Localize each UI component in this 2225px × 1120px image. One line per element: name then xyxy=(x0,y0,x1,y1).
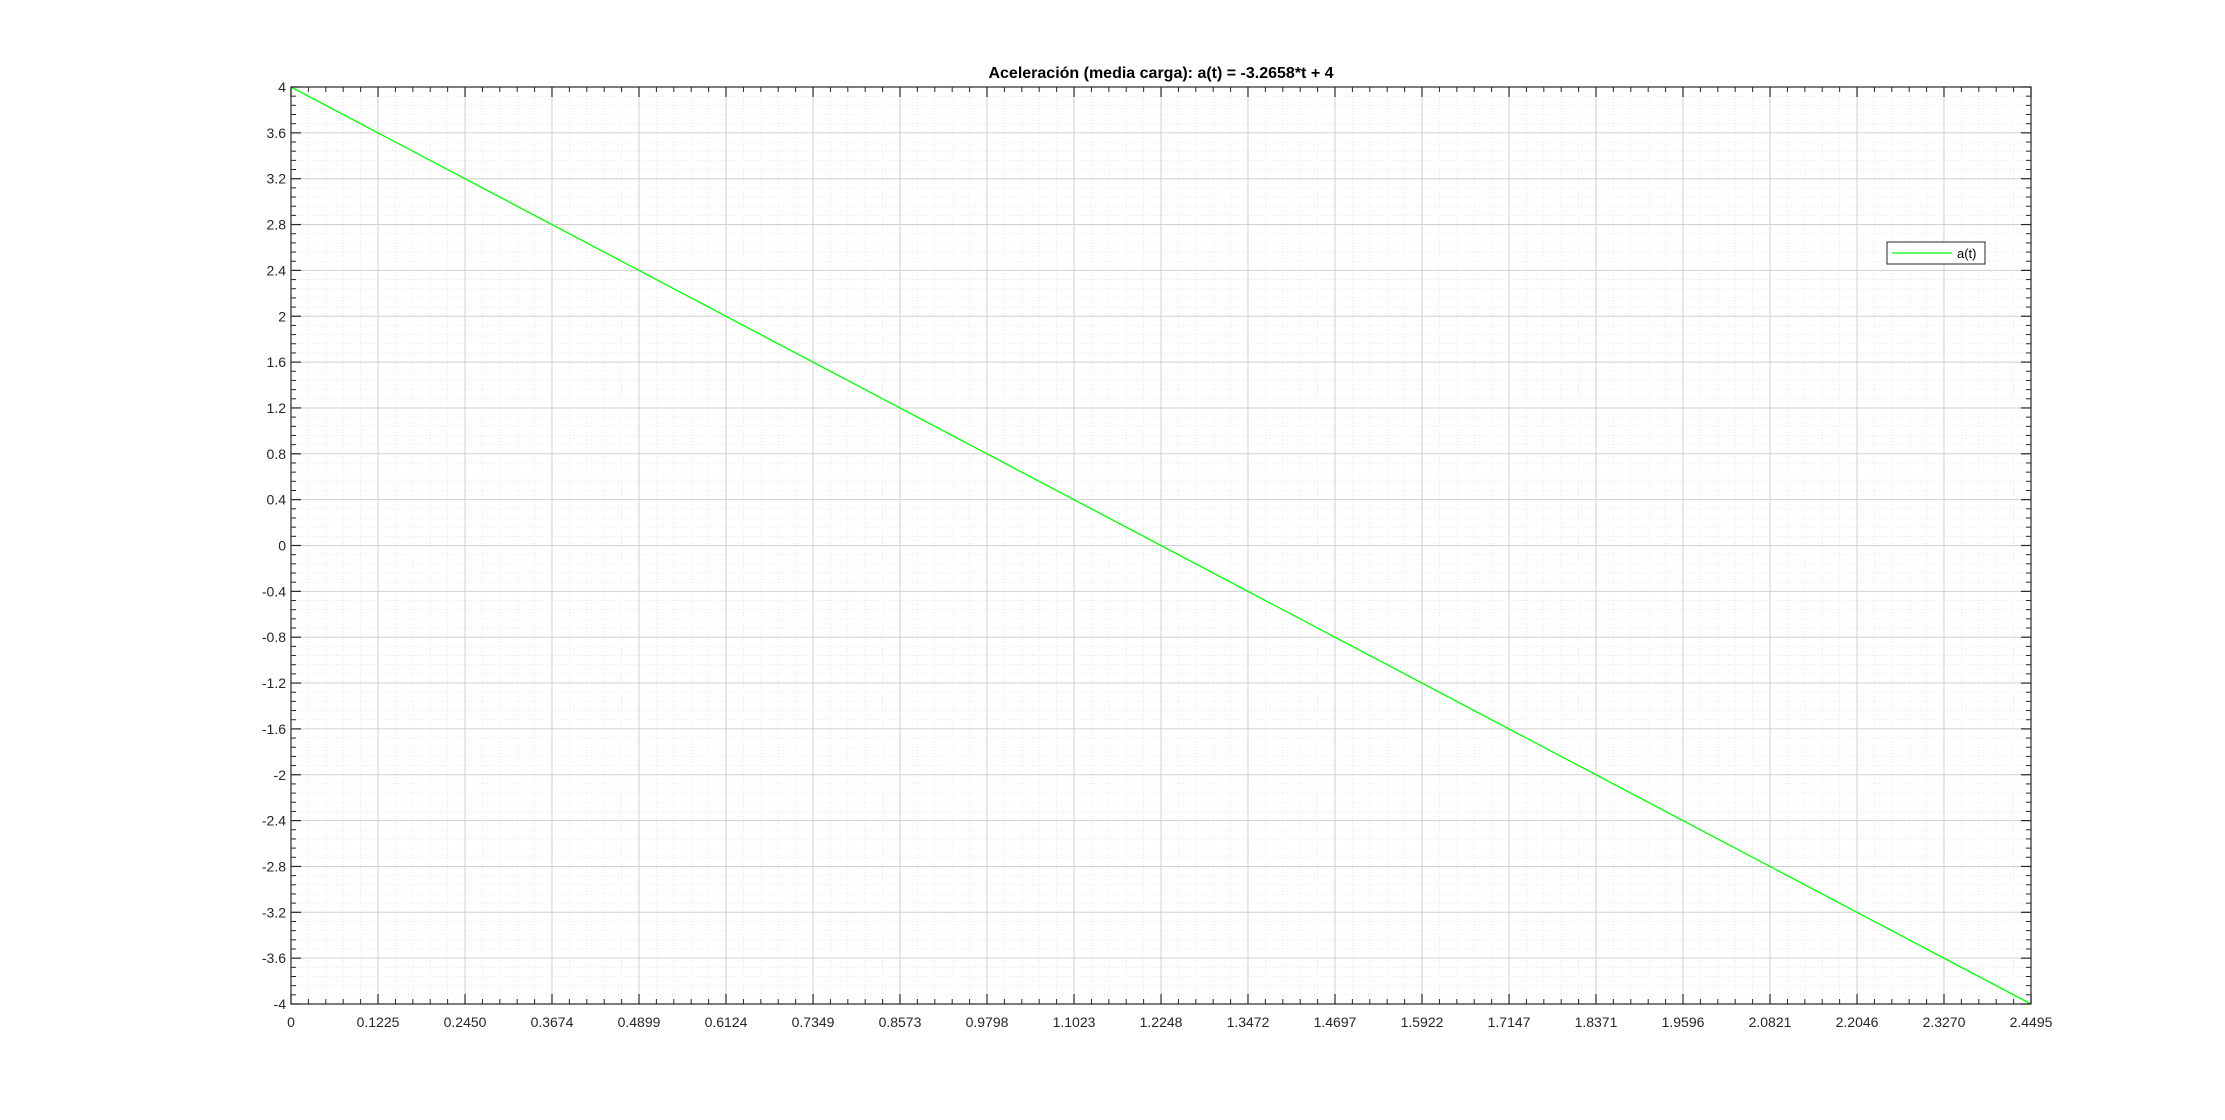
x-tick-label: 2.4495 xyxy=(2010,1014,2053,1030)
x-tick-label: 0.7349 xyxy=(792,1014,835,1030)
x-tick-label: 1.9596 xyxy=(1662,1014,1705,1030)
y-tick-label: -2.8 xyxy=(262,858,286,874)
x-axis-tick-labels: 0 0.1225 0.2450 0.3674 0.4899 0.6124 0.7349 0.8… xyxy=(287,1014,2053,1030)
x-tick-label: 0.1225 xyxy=(357,1014,400,1030)
x-tick-label: 0.2450 xyxy=(444,1014,487,1030)
legend-label-a-t: a(t) xyxy=(1957,246,1977,261)
x-tick-label: 2.2046 xyxy=(1836,1014,1879,1030)
y-tick-label: -3.2 xyxy=(262,904,286,920)
y-tick-label: 0 xyxy=(278,538,286,554)
y-tick-label: 4 xyxy=(278,79,286,95)
y-tick-label: 2.4 xyxy=(267,262,287,278)
series-layer xyxy=(290,86,2032,1005)
y-tick-label: 0.4 xyxy=(267,492,287,508)
y-tick-label: 2.8 xyxy=(267,217,287,233)
y-tick-label: -4 xyxy=(274,996,287,1012)
x-tick-label: 0.3674 xyxy=(531,1014,574,1030)
x-tick-label: 0.9798 xyxy=(966,1014,1009,1030)
y-tick-label: 3.2 xyxy=(267,171,287,187)
axis-ticks xyxy=(290,86,2032,1005)
y-tick-label: 1.6 xyxy=(267,354,287,370)
x-tick-label: 0.4899 xyxy=(618,1014,661,1030)
series-line-a-t xyxy=(290,86,2032,1005)
x-tick-label: 1.8371 xyxy=(1575,1014,1618,1030)
x-tick-label: 2.0821 xyxy=(1749,1014,1792,1030)
x-tick-label: 1.2248 xyxy=(1140,1014,1183,1030)
x-tick-label: 1.5922 xyxy=(1401,1014,1444,1030)
legend: a(t) xyxy=(1886,241,1986,265)
x-tick-label: 1.4697 xyxy=(1314,1014,1357,1030)
y-tick-label: -1.2 xyxy=(262,675,286,691)
x-tick-label: 1.3472 xyxy=(1227,1014,1270,1030)
y-tick-label: -1.6 xyxy=(262,721,286,737)
y-axis-tick-labels: 4 3.6 3.2 2.8 2.4 2 1.6 1.2 0.8 0.4 0 -0.4 -0.8 -1.2 -… xyxy=(262,79,286,1012)
x-tick-label: 0.6124 xyxy=(705,1014,748,1030)
y-tick-label: 3.6 xyxy=(267,125,287,141)
x-tick-label: 1.7147 xyxy=(1488,1014,1531,1030)
y-tick-label: -3.6 xyxy=(262,950,286,966)
y-tick-label: -0.4 xyxy=(262,583,286,599)
x-tick-label: 1.1023 xyxy=(1053,1014,1096,1030)
y-tick-label: -2 xyxy=(274,767,287,783)
x-tick-label: 0 xyxy=(287,1014,295,1030)
y-tick-label: 1.2 xyxy=(267,400,287,416)
y-tick-label: -2.4 xyxy=(262,813,286,829)
chart-title: Aceleración (media carga): a(t) = -3.265… xyxy=(988,65,1333,82)
y-tick-label: -0.8 xyxy=(262,629,286,645)
x-tick-label: 0.8573 xyxy=(879,1014,922,1030)
x-tick-label: 2.3270 xyxy=(1923,1014,1966,1030)
y-tick-label: 2 xyxy=(278,308,286,324)
y-tick-label: 0.8 xyxy=(267,446,287,462)
